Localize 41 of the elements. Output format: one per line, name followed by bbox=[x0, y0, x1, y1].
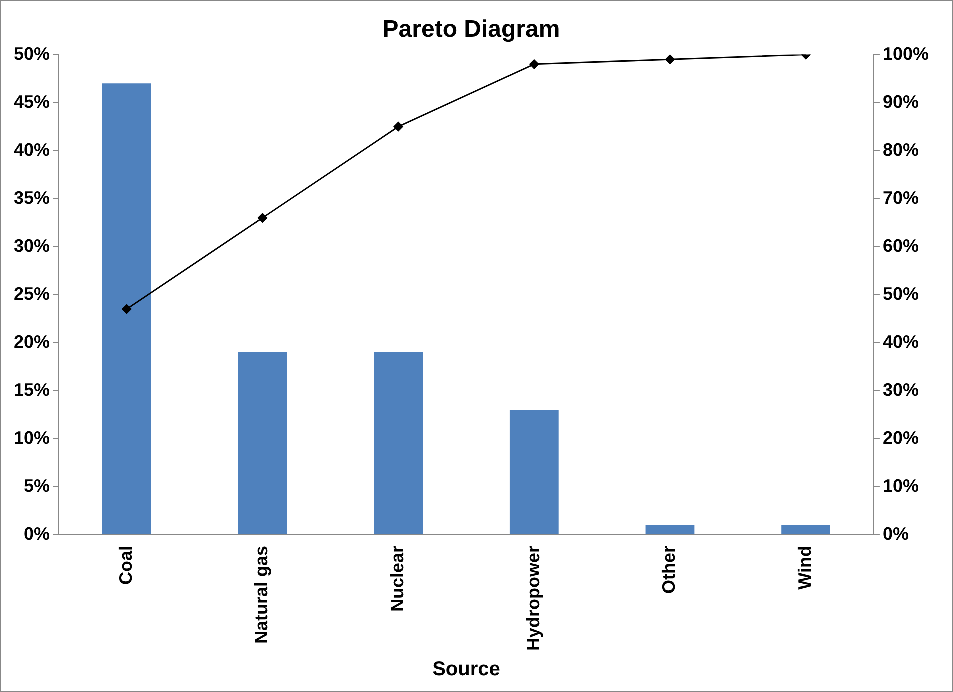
y-tick-label: 45% bbox=[14, 92, 50, 112]
y-tick-label: 25% bbox=[14, 284, 50, 304]
y2-tick-label: 70% bbox=[882, 188, 919, 208]
x-tick-label: Hydropower bbox=[523, 546, 544, 652]
y-tick-label: 5% bbox=[24, 476, 50, 496]
x-tick-label: Natural gas bbox=[252, 546, 272, 644]
point bbox=[530, 60, 540, 70]
y2-tick-label: 60% bbox=[882, 236, 919, 256]
y-tick-label: 0% bbox=[24, 524, 50, 544]
bar bbox=[782, 525, 830, 534]
y2-tick-label: 40% bbox=[882, 332, 919, 352]
y2-tick-label: 0% bbox=[882, 524, 909, 544]
y-tick-label: 40% bbox=[14, 140, 50, 160]
point bbox=[122, 304, 132, 314]
y2-tick-label: 20% bbox=[882, 428, 919, 448]
y-tick-label: 30% bbox=[14, 236, 50, 256]
y-tick-label: 20% bbox=[14, 332, 50, 352]
y-tick-label: 35% bbox=[14, 188, 50, 208]
y-tick-label: 50% bbox=[14, 44, 50, 64]
x-tick-label: Nuclear bbox=[388, 546, 408, 612]
x-axis-title: Source bbox=[432, 658, 500, 681]
y-tick-label: 10% bbox=[14, 428, 50, 448]
y2-tick-label: 10% bbox=[882, 476, 919, 496]
chart-title: Pareto Diagram bbox=[382, 16, 560, 44]
y2-tick-label: 100% bbox=[882, 44, 930, 64]
point bbox=[258, 213, 268, 223]
x-tick-label: Coal bbox=[116, 546, 136, 586]
y-tick-label: 15% bbox=[14, 380, 50, 400]
bar bbox=[102, 84, 152, 534]
point bbox=[665, 54, 675, 64]
x-tick-label: Wind bbox=[795, 546, 816, 590]
point bbox=[394, 122, 404, 132]
y2-tick-label: 80% bbox=[882, 140, 919, 160]
y2-tick-label: 90% bbox=[882, 92, 919, 112]
bar bbox=[374, 352, 424, 534]
y2-tick-label: 50% bbox=[882, 284, 919, 304]
bar bbox=[510, 410, 559, 534]
y2-tick-label: 30% bbox=[882, 380, 919, 400]
bar bbox=[646, 525, 695, 534]
bar bbox=[238, 352, 288, 534]
x-tick-label: Other bbox=[659, 546, 680, 594]
